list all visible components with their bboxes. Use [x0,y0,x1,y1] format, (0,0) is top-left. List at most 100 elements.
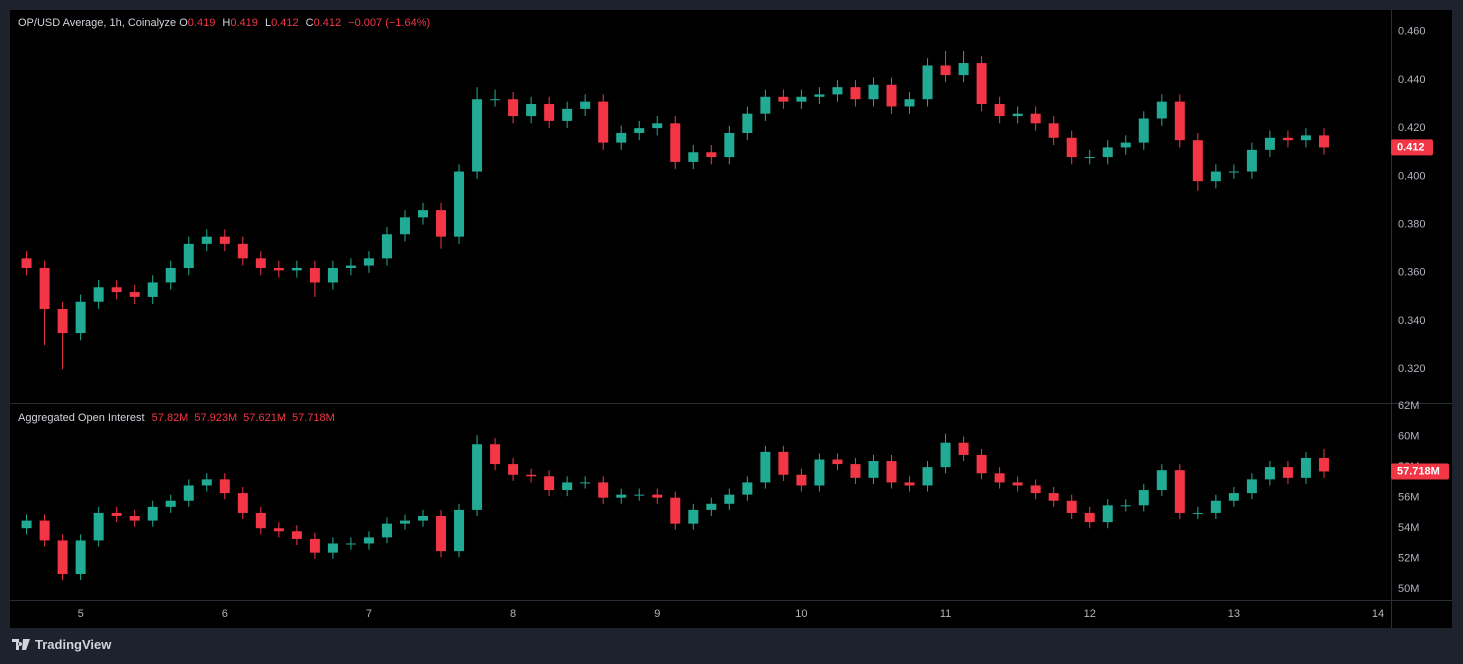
candle-body [147,282,158,297]
candle-body [255,258,266,268]
y-tick-label: 50M [1398,583,1419,595]
x-tick-label: 8 [510,608,516,620]
candle-body [706,152,717,158]
candle-body [1012,113,1023,117]
candle-body [93,287,104,302]
candle-body [814,94,825,97]
candle-body [1084,512,1095,523]
ohlc-value: 57.621M [243,412,286,424]
candle-body [57,540,68,575]
candle-body [183,243,194,268]
candle-body [1246,149,1257,172]
candle-body [219,479,230,494]
candle-body [273,267,284,271]
candle-body [1102,505,1113,523]
x-tick-label: 6 [222,608,228,620]
x-tick-label: 10 [795,608,807,620]
candle-body [940,65,951,76]
watermark[interactable]: TradingView [12,637,111,652]
candle-body [327,543,338,553]
candle-body [778,96,789,102]
candle-body [237,493,248,513]
candle-body [1174,470,1185,513]
last-value-label: 57.718M [1397,465,1440,477]
candle-body [1120,142,1131,148]
candle-body [1318,135,1329,148]
candle-body [363,258,374,266]
ohlc-value: 0.419 [230,17,258,29]
candle-body [652,123,663,129]
candle-body [850,87,861,100]
candle-body [508,99,519,117]
candle-body [994,473,1005,483]
candle-body [958,442,969,455]
candle-body [526,474,537,477]
candle-body [1210,500,1221,513]
candle-body [580,482,591,484]
candle-body [562,108,573,121]
x-tick-label: 13 [1228,608,1240,620]
candle-body [724,132,735,158]
candle-body [21,258,32,268]
candle-body [418,516,429,521]
ohlc-label: C [305,17,314,29]
candle-body [688,509,699,524]
y-tick-label: 0.320 [1398,363,1426,375]
candle-body [1282,137,1293,141]
y-tick-label: 0.380 [1398,218,1426,230]
candle-body [1228,493,1239,501]
candle-body [1228,171,1239,173]
candle-body [904,482,915,486]
candle-body [165,500,176,507]
ohlc-value: 0.419 [187,17,216,29]
candle-body [111,287,122,293]
x-tick-label: 14 [1372,608,1384,620]
y-tick-label: 0.360 [1398,267,1426,279]
candle-body [436,210,447,237]
candle-body [724,494,735,504]
candle-body [1120,505,1131,507]
candle-body [1264,137,1275,150]
candle-body [1030,485,1041,494]
candle-body [958,63,969,76]
candle-body [994,104,1005,117]
candle-body [93,512,104,541]
candle-body [1102,147,1113,158]
x-tick-label: 5 [78,608,84,620]
candle-body [562,482,573,491]
candle-body [670,497,681,524]
x-tick-label: 9 [654,608,660,620]
candle-body [237,243,248,259]
oi-legend: Aggregated Open Interest 57.82M 57.923M 57… [18,412,341,424]
candle-body [345,543,356,545]
candle-body [201,479,212,486]
candle-body [1282,467,1293,478]
candle-body [886,461,897,483]
candle-body [1264,467,1275,480]
candle-body [21,520,32,529]
ohlc-value: 0.412 [313,17,342,29]
candle-body [183,485,194,501]
candle-body [1318,457,1329,472]
candle-body [634,494,645,496]
legend-title: OP/USD Average, 1h, Coinalyze [18,17,177,29]
y-tick-label: 54M [1398,522,1419,534]
candle-body [616,494,627,498]
candle-body [490,444,501,465]
candle-body [490,99,501,101]
candle-body [1156,470,1167,491]
candle-body [436,516,447,552]
candle-body [544,104,555,121]
candle-body [291,267,302,271]
candle-body [147,506,158,521]
candle-body [976,63,987,105]
change: −0.007 (−1.64%) [348,17,431,29]
candle-body [399,520,410,524]
candle-body [327,267,338,283]
candle-body [1192,140,1203,182]
candle-body [1156,101,1167,119]
watermark-text: TradingView [35,637,112,652]
candle-body [381,523,392,538]
